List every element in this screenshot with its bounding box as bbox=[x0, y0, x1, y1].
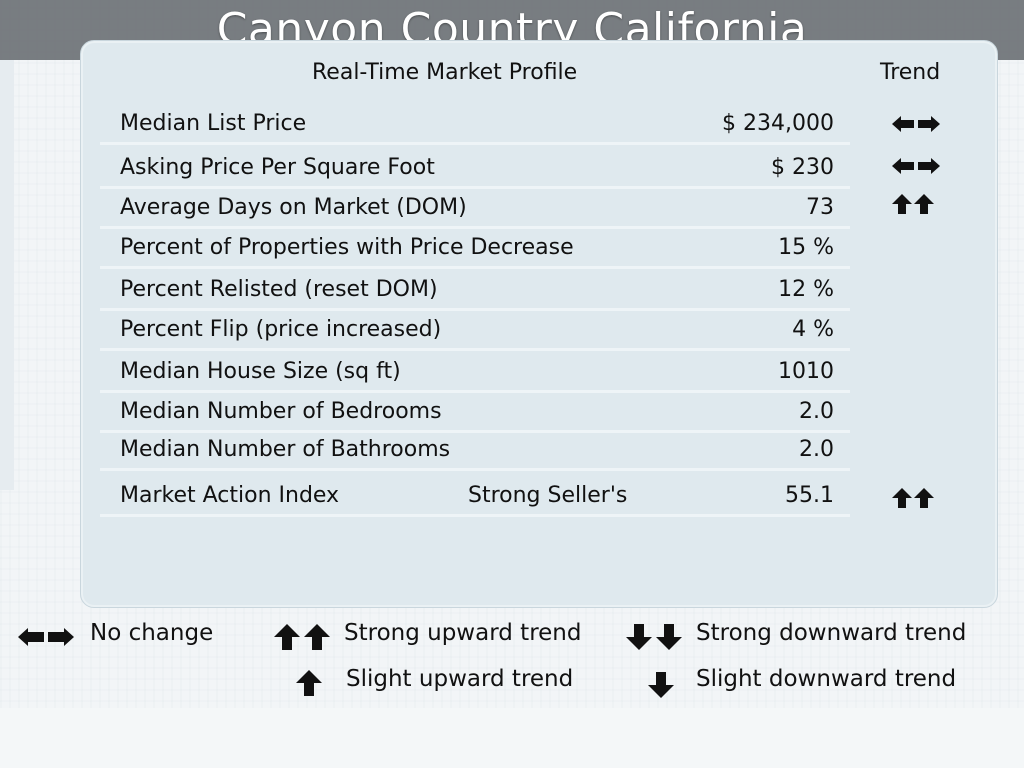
legend-slight-down: Slight downward trend bbox=[648, 664, 1008, 700]
strong-downward-arrows-icon bbox=[626, 624, 686, 650]
row-value: 4 % bbox=[792, 317, 834, 342]
row-label: Median Number of Bathrooms bbox=[120, 437, 451, 462]
table-row: Percent of Properties with Price Decreas… bbox=[100, 228, 850, 269]
table-row: Percent Flip (price increased) 4 % bbox=[100, 310, 850, 351]
legend-label: Strong downward trend bbox=[696, 620, 967, 646]
no-change-arrows-icon bbox=[18, 626, 76, 648]
trend-header: Trend bbox=[880, 60, 941, 85]
row-label: Average Days on Market (DOM) bbox=[120, 195, 467, 220]
table-row: Market Action Index Strong Seller's 55.1 bbox=[100, 476, 850, 517]
legend-strong-up: Strong upward trend bbox=[274, 618, 614, 654]
table-row: Asking Price Per Square Foot $ 230 bbox=[100, 148, 850, 189]
row-label: Median House Size (sq ft) bbox=[120, 359, 401, 384]
row-label: Asking Price Per Square Foot bbox=[120, 155, 435, 180]
background-strip bbox=[0, 60, 14, 490]
row-value: $ 234,000 bbox=[722, 111, 834, 136]
row-label: Median List Price bbox=[120, 111, 307, 136]
row-label: Percent Relisted (reset DOM) bbox=[120, 277, 438, 302]
row-value: 73 bbox=[806, 195, 834, 220]
legend-slight-up: Slight upward trend bbox=[296, 664, 616, 700]
trend-legend: No change Strong upward trend Strong dow… bbox=[0, 612, 1024, 708]
legend-no-change: No change bbox=[18, 618, 248, 654]
row-value: $ 230 bbox=[771, 155, 834, 180]
no-change-arrows-icon bbox=[892, 156, 942, 176]
row-value: 1010 bbox=[778, 359, 834, 384]
market-profile-header: Real-Time Market Profile bbox=[312, 60, 578, 85]
row-value: 2.0 bbox=[799, 437, 834, 462]
slight-downward-arrow-icon bbox=[648, 672, 676, 698]
legend-label: No change bbox=[90, 620, 214, 646]
strong-upward-arrows-icon bbox=[892, 488, 942, 508]
slight-upward-arrow-icon bbox=[296, 670, 324, 696]
market-status: Strong Seller's bbox=[468, 483, 628, 508]
row-label: Percent of Properties with Price Decreas… bbox=[120, 235, 574, 260]
table-row: Average Days on Market (DOM) 73 bbox=[100, 188, 850, 229]
table-row: Median House Size (sq ft) 1010 bbox=[100, 352, 850, 393]
legend-label: Slight downward trend bbox=[696, 666, 957, 692]
strong-upward-arrows-icon bbox=[892, 194, 942, 214]
row-value: 12 % bbox=[778, 277, 834, 302]
row-label: Market Action Index bbox=[120, 483, 340, 508]
no-change-arrows-icon bbox=[892, 114, 942, 134]
row-value: 2.0 bbox=[799, 399, 834, 424]
row-value: 55.1 bbox=[785, 483, 834, 508]
row-label: Percent Flip (price increased) bbox=[120, 317, 442, 342]
table-row: Median Number of Bathrooms 2.0 bbox=[100, 430, 850, 471]
legend-strong-down: Strong downward trend bbox=[626, 618, 1006, 654]
table-row: Median List Price $ 234,000 bbox=[100, 104, 850, 145]
bottom-strip bbox=[0, 708, 1024, 768]
strong-upward-arrows-icon bbox=[274, 624, 334, 650]
row-label: Median Number of Bedrooms bbox=[120, 399, 442, 424]
table-row: Median Number of Bedrooms 2.0 bbox=[100, 392, 850, 433]
legend-label: Slight upward trend bbox=[346, 666, 574, 692]
row-value: 15 % bbox=[778, 235, 834, 260]
table-row: Percent Relisted (reset DOM) 12 % bbox=[100, 270, 850, 311]
market-profile-panel bbox=[80, 40, 998, 608]
legend-label: Strong upward trend bbox=[344, 620, 582, 646]
